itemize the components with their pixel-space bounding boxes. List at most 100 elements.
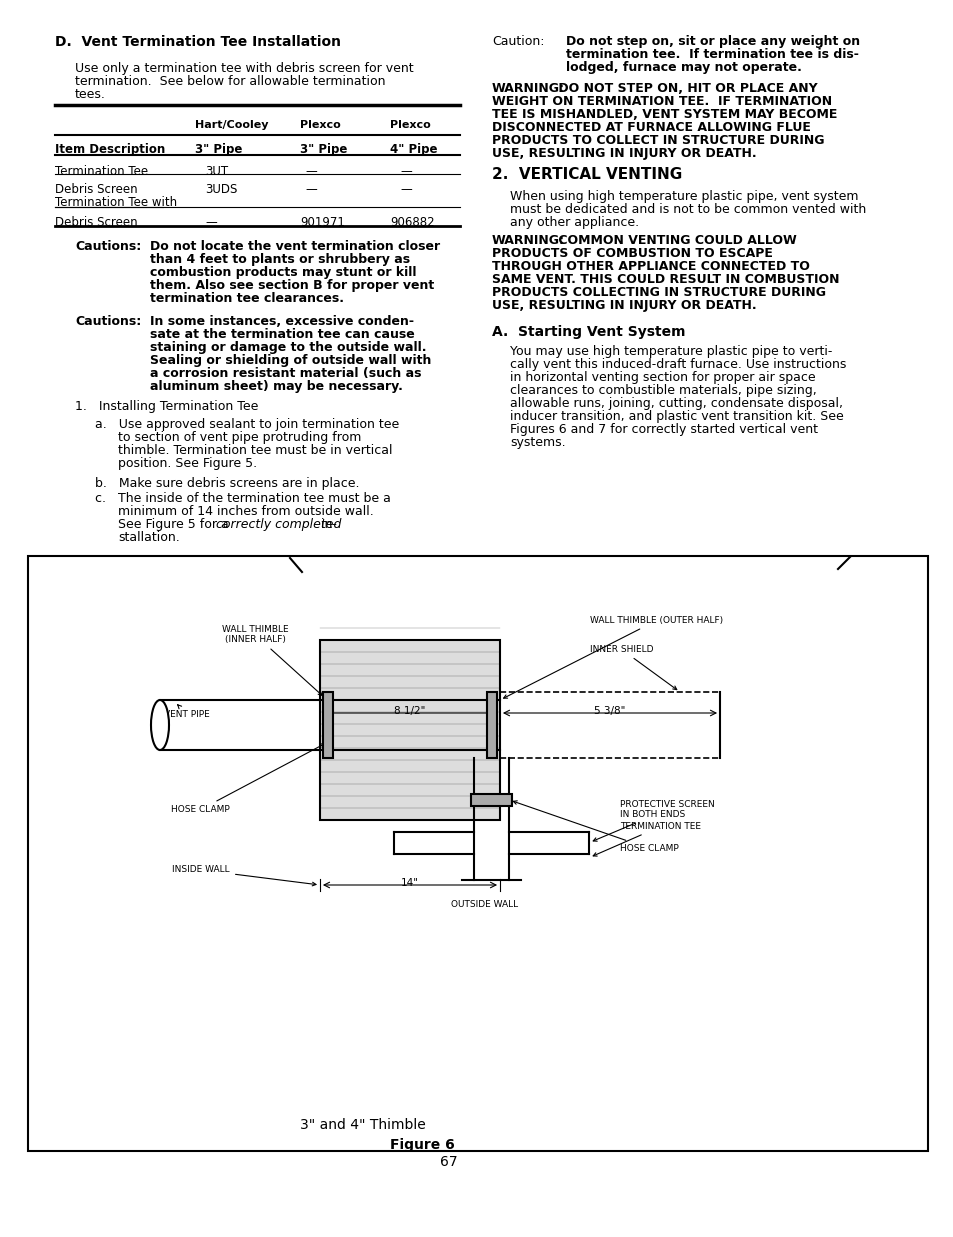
Text: TERMINATION TEE: TERMINATION TEE <box>593 823 700 856</box>
Text: 906882: 906882 <box>390 216 435 229</box>
Ellipse shape <box>151 700 169 750</box>
Text: SAME VENT. THIS COULD RESULT IN COMBUSTION: SAME VENT. THIS COULD RESULT IN COMBUSTI… <box>492 273 839 286</box>
Text: 3UDS: 3UDS <box>205 183 237 195</box>
Text: DISCONNECTED AT FURNACE ALLOWING FLUE: DISCONNECTED AT FURNACE ALLOWING FLUE <box>492 121 810 134</box>
Text: PRODUCTS COLLECTING IN STRUCTURE DURING: PRODUCTS COLLECTING IN STRUCTURE DURING <box>492 286 825 299</box>
Text: WARNING:: WARNING: <box>492 82 564 95</box>
Text: tees.: tees. <box>75 88 106 101</box>
Text: clearances to combustible materials, pipe sizing,: clearances to combustible materials, pip… <box>510 383 816 397</box>
Text: termination tee clearances.: termination tee clearances. <box>150 292 344 306</box>
Text: 8 1/2": 8 1/2" <box>394 706 425 716</box>
Text: PRODUCTS OF COMBUSTION TO ESCAPE: PRODUCTS OF COMBUSTION TO ESCAPE <box>492 247 772 260</box>
Text: 3" Pipe: 3" Pipe <box>194 143 242 156</box>
Text: termination.  See below for allowable termination: termination. See below for allowable ter… <box>75 75 385 88</box>
Text: Caution:: Caution: <box>492 35 544 48</box>
Text: Plexco: Plexco <box>299 120 340 130</box>
Text: 2.  VERTICAL VENTING: 2. VERTICAL VENTING <box>492 167 681 182</box>
Text: WARNING:: WARNING: <box>492 234 564 247</box>
Text: 3UT: 3UT <box>205 165 228 178</box>
Text: D.  Vent Termination Tee Installation: D. Vent Termination Tee Installation <box>55 35 340 49</box>
Text: c.   The inside of the termination tee must be a: c. The inside of the termination tee mus… <box>95 492 391 505</box>
Text: aluminum sheet) may be necessary.: aluminum sheet) may be necessary. <box>150 380 402 393</box>
Text: a.   Use approved sealant to join termination tee: a. Use approved sealant to join terminat… <box>95 418 399 430</box>
Text: position. See Figure 5.: position. See Figure 5. <box>118 456 257 470</box>
Text: Figure 6: Figure 6 <box>390 1138 455 1152</box>
Text: —: — <box>399 165 412 178</box>
Text: A.  Starting Vent System: A. Starting Vent System <box>492 325 685 339</box>
Text: Item Description: Item Description <box>55 143 165 156</box>
Text: a corrosion resistant material (such as: a corrosion resistant material (such as <box>150 367 421 380</box>
Text: 3" Pipe: 3" Pipe <box>299 143 347 156</box>
Text: COMMON VENTING COULD ALLOW: COMMON VENTING COULD ALLOW <box>554 234 796 247</box>
Text: to section of vent pipe protruding from: to section of vent pipe protruding from <box>118 430 361 444</box>
Text: 3" and 4" Thimble: 3" and 4" Thimble <box>299 1118 425 1132</box>
Text: 4" Pipe: 4" Pipe <box>390 143 437 156</box>
Text: combustion products may stunt or kill: combustion products may stunt or kill <box>150 266 416 280</box>
Text: than 4 feet to plants or shrubbery as: than 4 feet to plants or shrubbery as <box>150 254 410 266</box>
Text: 67: 67 <box>439 1155 457 1169</box>
Text: 14": 14" <box>400 878 418 888</box>
Text: INNER SHIELD: INNER SHIELD <box>589 644 676 690</box>
Text: Figures 6 and 7 for correctly started vertical vent: Figures 6 and 7 for correctly started ve… <box>510 423 817 435</box>
Text: any other appliance.: any other appliance. <box>510 216 639 229</box>
Text: Termination Tee: Termination Tee <box>55 165 148 178</box>
Text: USE, RESULTING IN INJURY OR DEATH.: USE, RESULTING IN INJURY OR DEATH. <box>492 147 756 160</box>
Text: correctly completed: correctly completed <box>215 518 341 531</box>
Text: —: — <box>399 183 412 195</box>
Text: VENT PIPE: VENT PIPE <box>164 705 210 719</box>
Text: must be dedicated and is not to be common vented with: must be dedicated and is not to be commo… <box>510 203 865 216</box>
Text: Do not step on, sit or place any weight on: Do not step on, sit or place any weight … <box>565 35 860 48</box>
Text: b.   Make sure debris screens are in place.: b. Make sure debris screens are in place… <box>95 477 359 490</box>
Text: HOSE CLAMP: HOSE CLAMP <box>513 800 678 854</box>
Text: TEE IS MISHANDLED, VENT SYSTEM MAY BECOME: TEE IS MISHANDLED, VENT SYSTEM MAY BECOM… <box>492 108 837 121</box>
Text: Cautions:: Cautions: <box>75 240 141 254</box>
Text: stallation.: stallation. <box>118 531 179 544</box>
Text: Do not locate the vent termination closer: Do not locate the vent termination close… <box>150 240 439 254</box>
Text: WEIGHT ON TERMINATION TEE.  IF TERMINATION: WEIGHT ON TERMINATION TEE. IF TERMINATIO… <box>492 95 831 108</box>
Text: thimble. Termination tee must be in vertical: thimble. Termination tee must be in vert… <box>118 444 392 456</box>
Text: Plexco: Plexco <box>390 120 431 130</box>
Bar <box>471 794 512 807</box>
Bar <box>486 691 497 758</box>
Text: DO NOT STEP ON, HIT OR PLACE ANY: DO NOT STEP ON, HIT OR PLACE ANY <box>554 82 817 95</box>
Text: lodged, furnace may not operate.: lodged, furnace may not operate. <box>565 61 801 74</box>
Text: Debris Screen: Debris Screen <box>55 183 137 195</box>
Text: OUTSIDE WALL: OUTSIDE WALL <box>451 901 518 909</box>
Text: See Figure 5 for a: See Figure 5 for a <box>118 518 233 531</box>
Text: Use only a termination tee with debris screen for vent: Use only a termination tee with debris s… <box>75 62 414 75</box>
Text: —: — <box>305 165 316 178</box>
Text: 1.   Installing Termination Tee: 1. Installing Termination Tee <box>75 400 258 413</box>
Text: staining or damage to the outside wall.: staining or damage to the outside wall. <box>150 341 426 354</box>
Text: THROUGH OTHER APPLIANCE CONNECTED TO: THROUGH OTHER APPLIANCE CONNECTED TO <box>492 260 809 273</box>
Text: systems.: systems. <box>510 435 565 449</box>
Text: minimum of 14 inches from outside wall.: minimum of 14 inches from outside wall. <box>118 505 374 518</box>
Text: USE, RESULTING IN INJURY OR DEATH.: USE, RESULTING IN INJURY OR DEATH. <box>492 299 756 312</box>
Text: Cautions:: Cautions: <box>75 315 141 328</box>
Text: termination tee.  If termination tee is dis-: termination tee. If termination tee is d… <box>565 48 858 61</box>
Bar <box>319 640 499 820</box>
Text: Termination Tee with: Termination Tee with <box>55 195 177 209</box>
Text: 5 3/8": 5 3/8" <box>594 706 625 716</box>
Bar <box>28 555 927 1150</box>
Text: in-: in- <box>316 518 336 531</box>
Text: Hart/Cooley: Hart/Cooley <box>194 120 268 130</box>
Text: in horizontal venting section for proper air space: in horizontal venting section for proper… <box>510 371 815 383</box>
Text: WALL THIMBLE (OUTER HALF): WALL THIMBLE (OUTER HALF) <box>503 616 722 698</box>
Text: inducer transition, and plastic vent transition kit. See: inducer transition, and plastic vent tra… <box>510 409 842 423</box>
Text: sate at the termination tee can cause: sate at the termination tee can cause <box>150 328 415 341</box>
Text: them. Also see section B for proper vent: them. Also see section B for proper vent <box>150 280 434 292</box>
Text: —: — <box>305 183 316 195</box>
Text: —: — <box>205 216 216 229</box>
Text: Sealing or shielding of outside wall with: Sealing or shielding of outside wall wit… <box>150 354 431 367</box>
Text: When using high temperature plastic pipe, vent system: When using high temperature plastic pipe… <box>510 190 858 203</box>
Text: INSIDE WALL: INSIDE WALL <box>172 866 315 886</box>
Text: You may use high temperature plastic pipe to verti-: You may use high temperature plastic pip… <box>510 345 832 357</box>
Text: PRODUCTS TO COLLECT IN STRUCTURE DURING: PRODUCTS TO COLLECT IN STRUCTURE DURING <box>492 134 823 147</box>
Text: 901971: 901971 <box>299 216 345 229</box>
Text: PROTECTIVE SCREEN
IN BOTH ENDS: PROTECTIVE SCREEN IN BOTH ENDS <box>593 800 714 841</box>
Text: Debris Screen: Debris Screen <box>55 216 137 229</box>
Text: WALL THIMBLE
(INNER HALF): WALL THIMBLE (INNER HALF) <box>221 625 322 695</box>
Text: allowable runs, joining, cutting, condensate disposal,: allowable runs, joining, cutting, conden… <box>510 397 842 409</box>
Text: cally vent this induced-draft furnace. Use instructions: cally vent this induced-draft furnace. U… <box>510 357 845 371</box>
Text: HOSE CLAMP: HOSE CLAMP <box>172 743 324 814</box>
